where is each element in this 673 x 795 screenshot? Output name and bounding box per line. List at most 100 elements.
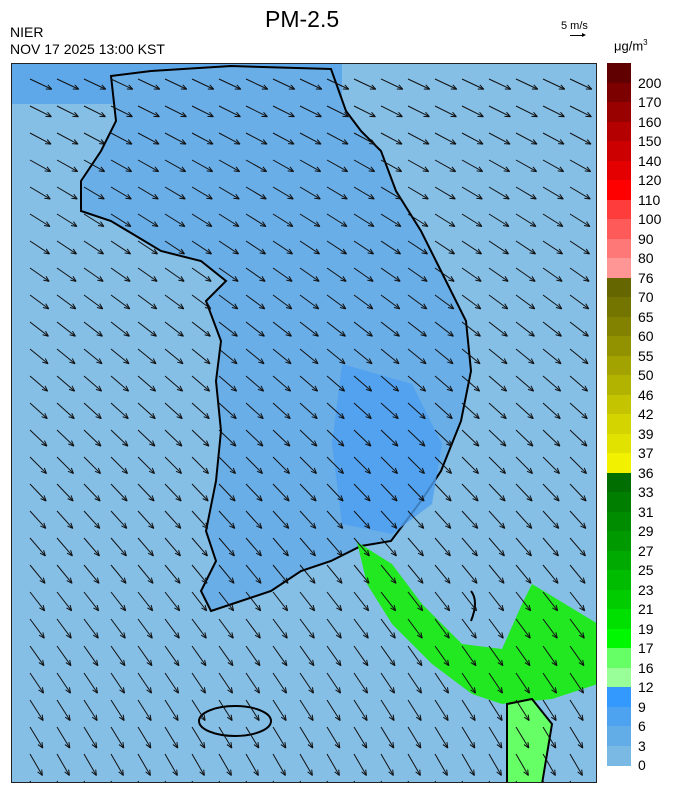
wind-arrow-head <box>342 111 349 118</box>
wind-arrow-head <box>446 412 453 420</box>
wind-arrow <box>407 159 429 173</box>
wind-arrow <box>515 429 534 447</box>
wind-arrow <box>380 645 396 666</box>
source-label: NIER <box>10 24 44 40</box>
wind-arrow <box>542 429 561 447</box>
wind-arrow <box>29 132 52 145</box>
wind-arrow <box>353 186 375 200</box>
wind-arrow <box>488 159 510 173</box>
legend-label: 16 <box>638 659 654 676</box>
wind-arrow <box>164 672 179 694</box>
wind-arrow-head <box>118 769 124 776</box>
wind-arrow <box>461 240 482 255</box>
wind-arrow-head <box>65 632 72 639</box>
wind-arrow-head <box>258 303 266 310</box>
wind-arrow <box>326 510 344 529</box>
wind-arrow-head <box>70 248 77 255</box>
wind-arrow-head <box>172 769 178 776</box>
wind-arrow-head <box>201 550 208 557</box>
wind-arrow-head <box>174 604 181 612</box>
legend-swatch <box>607 160 631 181</box>
wind-arrow-head <box>470 687 477 694</box>
wind-arrow <box>29 321 49 337</box>
wind-arrow <box>407 294 428 310</box>
wind-arrow-head <box>232 248 239 255</box>
wind-arrow <box>218 726 233 749</box>
legend-swatch <box>607 238 631 259</box>
wind-arrow-head <box>524 659 531 667</box>
wind-arrow-head <box>367 276 374 282</box>
wind-arrow <box>299 348 319 365</box>
wind-arrow <box>542 348 562 365</box>
wind-arrow-head <box>207 139 214 145</box>
wind-arrow <box>110 699 125 721</box>
wind-arrow-head <box>282 550 289 557</box>
wind-arrow <box>326 456 344 474</box>
wind-arrow-head <box>558 111 565 118</box>
pm25-map[interactable] <box>11 63 597 783</box>
wind-arrow <box>326 240 347 255</box>
wind-arrow <box>380 105 403 118</box>
wind-arrow-head <box>550 769 556 776</box>
kyushu-coast <box>506 697 554 782</box>
wind-arrow <box>380 402 399 420</box>
wind-arrow-head <box>339 358 346 365</box>
wind-arrow <box>83 402 102 420</box>
wind-arrow <box>542 645 558 666</box>
legend-label: 17 <box>638 640 654 656</box>
wind-arrow <box>569 267 590 282</box>
wind-arrow <box>542 753 556 776</box>
legend-swatch <box>607 102 631 122</box>
wind-arrow-head <box>394 248 401 255</box>
wind-arrow <box>83 591 100 612</box>
wind-arrow-head <box>38 659 45 667</box>
wind-arrow <box>83 429 102 447</box>
wind-arrow <box>299 645 315 666</box>
wind-arrow <box>353 321 373 337</box>
wind-arrow <box>245 483 263 502</box>
wind-arrow <box>299 456 317 474</box>
wind-arrow-head <box>448 248 455 255</box>
legend-label: 55 <box>638 347 654 364</box>
wind-arrow-head <box>417 577 424 584</box>
wind-arrow <box>569 186 591 200</box>
wind-arrow <box>218 564 235 584</box>
wind-arrow <box>299 213 321 227</box>
wind-arrow-head <box>476 166 484 173</box>
wind-arrow <box>245 726 260 749</box>
wind-arrow-head <box>474 358 481 365</box>
wind-arrow-head <box>152 193 159 200</box>
wind-arrow <box>353 645 369 666</box>
wind-arrow-head <box>501 358 508 365</box>
wind-arrow-head <box>477 84 485 90</box>
wind-arrow-head <box>204 358 211 365</box>
wind-arrow-head <box>362 687 369 694</box>
wind-arrow <box>137 294 158 310</box>
wind-arrow <box>83 618 99 639</box>
wind-arrow-head <box>444 550 451 557</box>
wind-arrow-head <box>226 769 232 776</box>
wind-arrow-head <box>334 742 341 749</box>
wind-arrow <box>29 348 49 365</box>
wind-arrow-head <box>255 577 262 584</box>
wind-arrow-head <box>579 604 586 612</box>
wind-arrow-head <box>558 139 565 145</box>
wind-arrow <box>542 78 566 90</box>
wind-arrow-head <box>203 440 210 447</box>
wind-arrow-head <box>229 522 236 529</box>
legend-swatch <box>607 180 631 200</box>
wind-arrow-head <box>205 276 212 282</box>
wind-arrow <box>326 105 349 118</box>
wind-arrow-head <box>93 577 100 584</box>
wind-arrow <box>83 132 106 145</box>
wind-arrow <box>461 213 483 227</box>
wind-arrow-head <box>336 604 343 612</box>
wind-arrow-head <box>283 522 290 529</box>
wind-arrow <box>434 591 451 612</box>
wind-arrow-head <box>337 522 344 529</box>
wind-arrow <box>272 267 293 282</box>
wind-arrow <box>488 483 506 502</box>
wind-arrow <box>110 510 128 529</box>
wind-arrow-head <box>96 358 103 365</box>
wind-arrow-head <box>145 742 152 749</box>
